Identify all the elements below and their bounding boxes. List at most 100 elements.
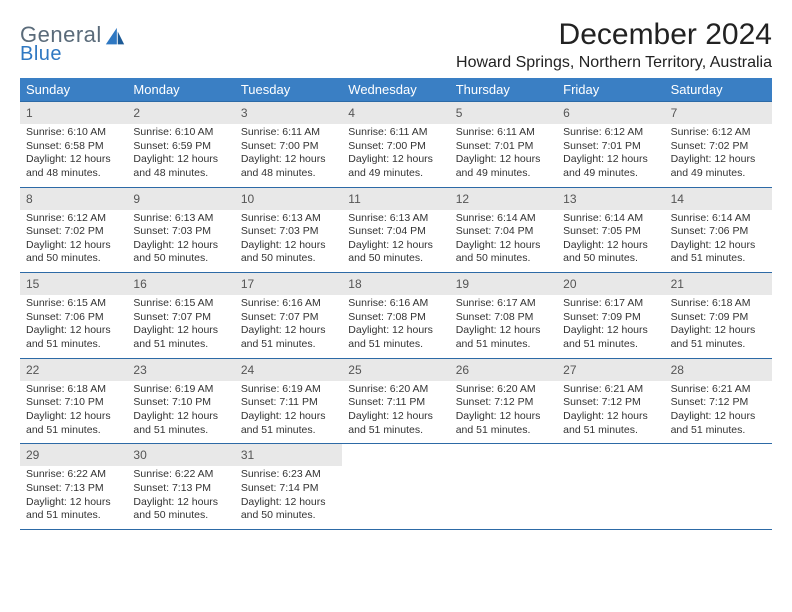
sunrise-line: Sunrise: 6:14 AM <box>671 212 766 226</box>
daylight-line: Daylight: 12 hours and 51 minutes. <box>241 410 336 437</box>
sunrise-line: Sunrise: 6:22 AM <box>26 468 121 482</box>
daylight-line: Daylight: 12 hours and 50 minutes. <box>241 239 336 266</box>
day-cell: 21Sunrise: 6:18 AMSunset: 7:09 PMDayligh… <box>665 273 772 358</box>
day-number: 29 <box>26 448 39 462</box>
day-number: 14 <box>671 192 684 206</box>
title-block: December 2024 Howard Springs, Northern T… <box>456 18 772 72</box>
day-cell: 28Sunrise: 6:21 AMSunset: 7:12 PMDayligh… <box>665 359 772 444</box>
sunset-line: Sunset: 7:13 PM <box>26 482 121 496</box>
week-row: 1Sunrise: 6:10 AMSunset: 6:58 PMDaylight… <box>20 101 772 187</box>
daylight-line: Daylight: 12 hours and 51 minutes. <box>671 324 766 351</box>
sunrise-line: Sunrise: 6:21 AM <box>563 383 658 397</box>
sunset-line: Sunset: 7:02 PM <box>26 225 121 239</box>
sunset-line: Sunset: 7:10 PM <box>26 396 121 410</box>
daylight-line: Daylight: 12 hours and 49 minutes. <box>563 153 658 180</box>
daylight-line: Daylight: 12 hours and 51 minutes. <box>133 324 228 351</box>
day-header-cell: Sunday <box>20 78 127 101</box>
sunrise-line: Sunrise: 6:21 AM <box>671 383 766 397</box>
day-number: 19 <box>456 277 469 291</box>
week-row: 15 Sunrise: 6:15 AMSunset: 7:06 PM Dayligh… <box>20 272 772 358</box>
day-number: 31 <box>241 448 254 462</box>
daylight-line: Daylight: 12 hours and 51 minutes. <box>563 410 658 437</box>
daylight-line: Daylight: 12 hours and 51 minutes. <box>456 324 551 351</box>
daylight-line: Daylight: 12 hours and 48 minutes. <box>26 153 121 180</box>
day-cell <box>557 444 664 529</box>
sunset-line: Sunset: 7:04 PM <box>348 225 443 239</box>
day-cell: 23Sunrise: 6:19 AMSunset: 7:10 PMDayligh… <box>127 359 234 444</box>
day-cell: 11Sunrise: 6:13 AMSunset: 7:04 PMDayligh… <box>342 188 449 273</box>
header: General Blue December 2024 Howard Spring… <box>20 18 772 72</box>
sunset-line: Sunset: 7:11 PM <box>241 396 336 410</box>
daylight-line: Daylight: 12 hours and 49 minutes. <box>456 153 551 180</box>
day-cell: 10Sunrise: 6:13 AMSunset: 7:03 PMDayligh… <box>235 188 342 273</box>
day-cell: 14Sunrise: 6:14 AMSunset: 7:06 PMDayligh… <box>665 188 772 273</box>
sunrise-line: Sunrise: 6:17 AM <box>456 297 551 311</box>
sunset-line: Sunset: 7:07 PM <box>133 311 228 325</box>
sunrise-line: Sunrise: 6:19 AM <box>133 383 228 397</box>
sunset-line: Sunset: 7:01 PM <box>563 140 658 154</box>
sunset-line: Sunset: 7:09 PM <box>671 311 766 325</box>
sunrise-line: Sunrise: 6:23 AM <box>241 468 336 482</box>
sunset-line: Sunset: 7:00 PM <box>241 140 336 154</box>
daylight-line: Daylight: 12 hours and 49 minutes. <box>348 153 443 180</box>
sunrise-line: Sunrise: 6:13 AM <box>348 212 443 226</box>
logo-sail-icon <box>104 26 126 48</box>
day-cell: 30Sunrise: 6:22 AMSunset: 7:13 PMDayligh… <box>127 444 234 529</box>
sunset-line: Sunset: 6:59 PM <box>133 140 228 154</box>
sunrise-line: Sunrise: 6:12 AM <box>563 126 658 140</box>
day-number: 15 <box>26 277 39 291</box>
daylight-line: Daylight: 12 hours and 50 minutes. <box>348 239 443 266</box>
daylight-line: Daylight: 12 hours and 50 minutes. <box>456 239 551 266</box>
week-row: 22Sunrise: 6:18 AMSunset: 7:10 PMDayligh… <box>20 358 772 444</box>
day-number: 5 <box>456 106 463 120</box>
daylight-line: Daylight: 12 hours and 51 minutes. <box>133 410 228 437</box>
sunset-line: Sunset: 7:05 PM <box>563 225 658 239</box>
day-cell: 16Sunrise: 6:15 AMSunset: 7:07 PMDayligh… <box>127 273 234 358</box>
sunset-line: Sunset: 7:14 PM <box>241 482 336 496</box>
day-cell: 5Sunrise: 6:11 AMSunset: 7:01 PMDaylight… <box>450 102 557 187</box>
sunset-line: Sunset: 7:12 PM <box>456 396 551 410</box>
sunset-line: Sunset: 7:06 PM <box>26 311 121 325</box>
sunrise-line: Sunrise: 6:17 AM <box>563 297 658 311</box>
sunrise-line: Sunrise: 6:11 AM <box>241 126 336 140</box>
day-number: 24 <box>241 363 254 377</box>
day-cell: 8Sunrise: 6:12 AMSunset: 7:02 PMDaylight… <box>20 188 127 273</box>
day-number: 4 <box>348 106 355 120</box>
month-title: December 2024 <box>456 18 772 52</box>
day-cell: 4Sunrise: 6:11 AMSunset: 7:00 PMDaylight… <box>342 102 449 187</box>
day-cell: 19Sunrise: 6:17 AMSunset: 7:08 PMDayligh… <box>450 273 557 358</box>
day-number: 8 <box>26 192 33 206</box>
sunset-line: Sunset: 7:02 PM <box>671 140 766 154</box>
day-cell: 7Sunrise: 6:12 AMSunset: 7:02 PMDaylight… <box>665 102 772 187</box>
sunset-line: Sunset: 7:06 PM <box>671 225 766 239</box>
day-cell <box>342 444 449 529</box>
day-number: 13 <box>563 192 576 206</box>
day-number: 7 <box>671 106 678 120</box>
day-number: 10 <box>241 192 254 206</box>
day-cell: 31Sunrise: 6:23 AMSunset: 7:14 PMDayligh… <box>235 444 342 529</box>
daylight-line: Daylight: 12 hours and 51 minutes. <box>348 324 443 351</box>
daylight-line: Daylight: 12 hours and 50 minutes. <box>133 239 228 266</box>
sunset-line: Sunset: 7:01 PM <box>456 140 551 154</box>
day-number: 27 <box>563 363 576 377</box>
sunrise-line: Sunrise: 6:20 AM <box>348 383 443 397</box>
day-cell: 1Sunrise: 6:10 AMSunset: 6:58 PMDaylight… <box>20 102 127 187</box>
sunrise-line: Sunrise: 6:15 AM <box>26 297 121 311</box>
day-cell: 2Sunrise: 6:10 AMSunset: 6:59 PMDaylight… <box>127 102 234 187</box>
sunrise-line: Sunrise: 6:19 AM <box>241 383 336 397</box>
week-row: 8Sunrise: 6:12 AMSunset: 7:02 PMDaylight… <box>20 187 772 273</box>
sunset-line: Sunset: 6:58 PM <box>26 140 121 154</box>
logo-word-blue: Blue <box>20 44 102 64</box>
sunrise-line: Sunrise: 6:22 AM <box>133 468 228 482</box>
daylight-line: Daylight: 12 hours and 51 minutes. <box>348 410 443 437</box>
day-cell: 15Sunrise: 6:15 AMSunset: 7:06 PMDayligh… <box>20 273 127 358</box>
sunset-line: Sunset: 7:12 PM <box>671 396 766 410</box>
day-number: 12 <box>456 192 469 206</box>
day-number: 23 <box>133 363 146 377</box>
daylight-line: Daylight: 12 hours and 49 minutes. <box>671 153 766 180</box>
day-number: 1 <box>26 106 33 120</box>
daylight-line: Daylight: 12 hours and 51 minutes. <box>241 324 336 351</box>
day-number: 6 <box>563 106 570 120</box>
sunrise-line: Sunrise: 6:16 AM <box>241 297 336 311</box>
day-cell <box>665 444 772 529</box>
